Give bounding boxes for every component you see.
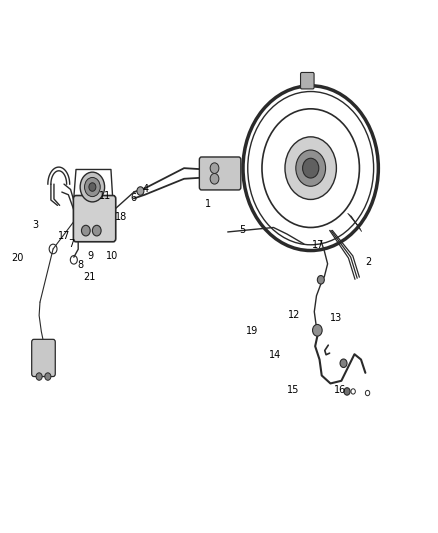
Text: 7: 7 xyxy=(68,239,74,248)
Text: 18: 18 xyxy=(115,212,127,222)
Text: 16: 16 xyxy=(334,385,346,395)
Circle shape xyxy=(303,158,319,178)
Circle shape xyxy=(45,373,51,380)
Text: 5: 5 xyxy=(239,225,245,236)
Text: 10: 10 xyxy=(106,251,118,261)
Circle shape xyxy=(318,276,324,284)
Circle shape xyxy=(296,150,325,186)
Circle shape xyxy=(340,359,347,368)
Text: 11: 11 xyxy=(99,191,111,201)
Circle shape xyxy=(81,225,90,236)
Text: 2: 2 xyxy=(365,257,371,267)
Circle shape xyxy=(210,163,219,173)
Text: 9: 9 xyxy=(87,251,93,261)
Text: 12: 12 xyxy=(288,310,301,320)
Circle shape xyxy=(89,183,96,191)
Text: 6: 6 xyxy=(131,193,137,204)
Circle shape xyxy=(92,225,101,236)
FancyBboxPatch shape xyxy=(32,340,55,376)
Text: 14: 14 xyxy=(269,350,281,360)
Circle shape xyxy=(210,173,219,184)
Circle shape xyxy=(285,137,336,199)
Text: 21: 21 xyxy=(83,272,95,281)
Text: 15: 15 xyxy=(287,385,300,395)
Text: 4: 4 xyxy=(143,184,149,195)
Text: 1: 1 xyxy=(205,199,211,209)
FancyBboxPatch shape xyxy=(74,196,116,242)
Text: 13: 13 xyxy=(330,313,342,323)
Text: 20: 20 xyxy=(11,253,24,263)
Circle shape xyxy=(137,187,144,195)
FancyBboxPatch shape xyxy=(300,72,314,89)
Circle shape xyxy=(85,177,100,197)
Circle shape xyxy=(344,387,350,395)
Text: 3: 3 xyxy=(32,220,39,230)
FancyBboxPatch shape xyxy=(199,157,241,190)
Text: 17: 17 xyxy=(312,240,325,250)
Text: 17: 17 xyxy=(58,231,71,241)
Circle shape xyxy=(80,172,105,202)
Text: 19: 19 xyxy=(246,326,258,336)
Text: 8: 8 xyxy=(77,260,83,270)
Circle shape xyxy=(36,373,42,380)
Circle shape xyxy=(313,325,322,336)
